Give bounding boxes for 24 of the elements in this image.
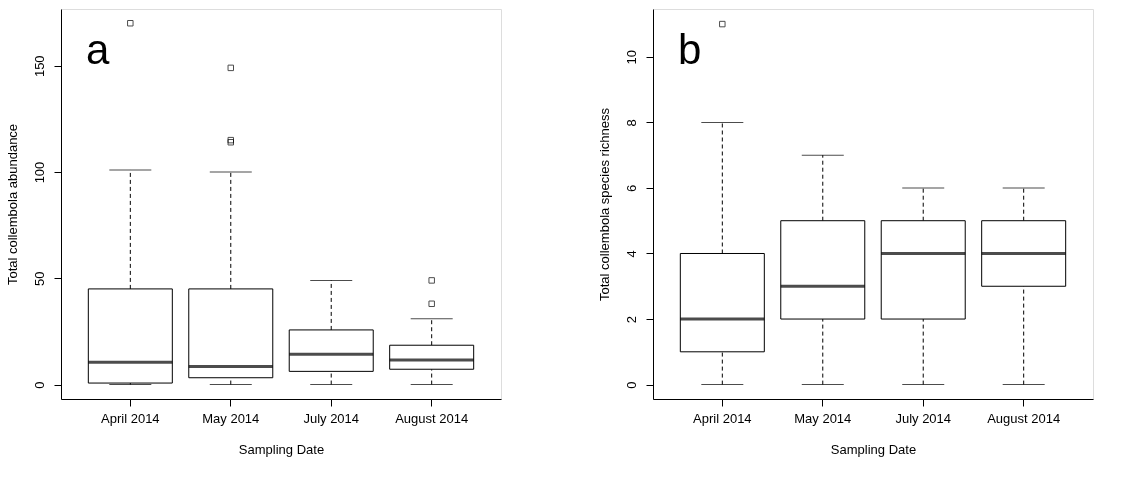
x-axis-title: Sampling Date [830,441,917,457]
y-tick-label: 8 [623,119,639,127]
y-tick-label: 100 [31,161,47,184]
x-tick-label: July 2014 [303,410,360,426]
y-tick-label: 10 [623,50,639,65]
annotation: b [678,26,702,73]
x-tick-label: May 2014 [202,410,260,426]
y-axis-title: Total collembola species richness [596,107,612,301]
y-tick-label: 4 [623,250,639,258]
y-tick-label: 150 [31,55,47,78]
x-tick-label: August 2014 [395,410,469,426]
annotation: a [86,26,110,73]
x-axis-title: Sampling Date [238,441,325,457]
x-tick-label: July 2014 [895,410,952,426]
x-tick-label: April 2014 [101,410,160,426]
y-tick-label: 0 [623,381,639,389]
x-tick-label: August 2014 [987,410,1061,426]
x-tick-label: April 2014 [693,410,752,426]
y-tick-label: 0 [31,381,47,389]
y-axis-title: Total collembola abundance [4,123,20,286]
y-tick-label: 2 [623,315,639,324]
x-tick-label: May 2014 [794,410,852,426]
y-tick-label: 50 [31,271,47,287]
y-tick-label: 6 [623,184,639,193]
